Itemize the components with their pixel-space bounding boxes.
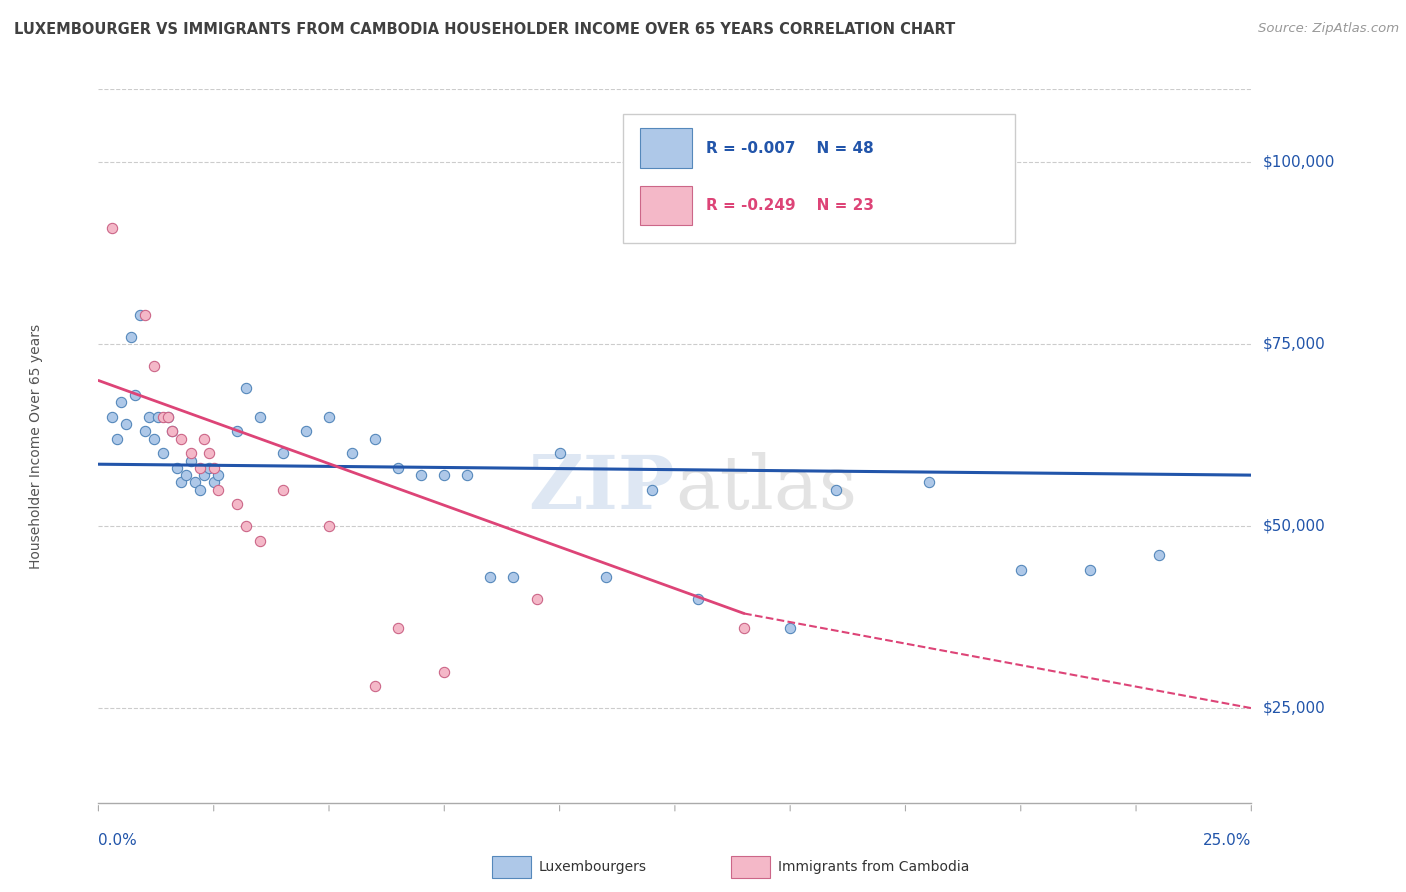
Point [271, 446, 294, 460]
Point [188, 483, 211, 497]
Point [152, 446, 174, 460]
Point [124, 388, 146, 402]
Point [193, 468, 215, 483]
Text: R = -0.249    N = 23: R = -0.249 N = 23 [706, 198, 875, 213]
Point [202, 460, 225, 475]
Point [502, 570, 524, 584]
Point [271, 483, 294, 497]
Point [129, 308, 152, 322]
Point [115, 417, 138, 432]
Point [433, 665, 456, 679]
Point [686, 591, 709, 606]
Point [110, 395, 132, 409]
Point [340, 446, 363, 460]
Point [1147, 548, 1170, 562]
Text: $75,000: $75,000 [1263, 336, 1326, 351]
Point [733, 621, 755, 635]
Point [249, 533, 271, 548]
Point [235, 381, 257, 395]
Point [142, 432, 165, 446]
Point [779, 621, 801, 635]
Point [101, 409, 124, 424]
Point [249, 409, 271, 424]
Text: $100,000: $100,000 [1263, 154, 1334, 169]
Point [641, 483, 664, 497]
Point [595, 570, 617, 584]
Point [174, 468, 197, 483]
Text: R = -0.007    N = 48: R = -0.007 N = 48 [706, 141, 873, 156]
Point [479, 570, 502, 584]
Point [120, 330, 142, 344]
Point [1010, 563, 1032, 577]
Point [152, 409, 174, 424]
Point [548, 446, 571, 460]
Point [225, 497, 247, 511]
Point [225, 425, 247, 439]
Point [318, 409, 340, 424]
Text: LUXEMBOURGER VS IMMIGRANTS FROM CAMBODIA HOUSEHOLDER INCOME OVER 65 YEARS CORREL: LUXEMBOURGER VS IMMIGRANTS FROM CAMBODIA… [14, 22, 955, 37]
Point [180, 446, 202, 460]
Bar [640, 186, 692, 225]
Point [184, 475, 207, 490]
Point [105, 432, 128, 446]
Point [138, 409, 160, 424]
Point [295, 425, 318, 439]
Point [148, 409, 170, 424]
Point [411, 468, 433, 483]
Point [202, 475, 225, 490]
Text: 0.0%: 0.0% [98, 833, 138, 848]
Point [207, 468, 229, 483]
Point [1078, 563, 1101, 577]
Point [456, 468, 478, 483]
Point [198, 446, 221, 460]
Point [198, 460, 221, 475]
Point [193, 432, 215, 446]
Text: ZIP: ZIP [529, 452, 675, 525]
Point [318, 519, 340, 533]
Point [433, 468, 456, 483]
Point [180, 453, 202, 467]
Text: 25.0%: 25.0% [1204, 833, 1251, 848]
Point [134, 425, 156, 439]
Point [101, 220, 124, 235]
Point [156, 409, 179, 424]
Point [364, 432, 387, 446]
Point [825, 483, 848, 497]
Point [156, 409, 179, 424]
Text: Immigrants from Cambodia: Immigrants from Cambodia [778, 860, 969, 874]
Point [207, 483, 229, 497]
FancyBboxPatch shape [623, 114, 1015, 243]
Point [188, 460, 211, 475]
Text: $50,000: $50,000 [1263, 518, 1326, 533]
Point [170, 475, 193, 490]
Text: $25,000: $25,000 [1263, 700, 1326, 715]
Text: Householder Income Over 65 years: Householder Income Over 65 years [30, 324, 44, 568]
Point [170, 432, 193, 446]
Point [364, 679, 387, 693]
Bar [640, 128, 692, 168]
Point [142, 359, 165, 373]
Text: Luxembourgers: Luxembourgers [538, 860, 647, 874]
Point [160, 425, 183, 439]
Point [387, 460, 409, 475]
Point [917, 475, 939, 490]
Point [235, 519, 257, 533]
Point [526, 591, 548, 606]
Point [166, 460, 188, 475]
Point [134, 308, 156, 322]
Point [160, 425, 183, 439]
Text: atlas: atlas [675, 452, 858, 525]
Text: Source: ZipAtlas.com: Source: ZipAtlas.com [1258, 22, 1399, 36]
Point [387, 621, 409, 635]
